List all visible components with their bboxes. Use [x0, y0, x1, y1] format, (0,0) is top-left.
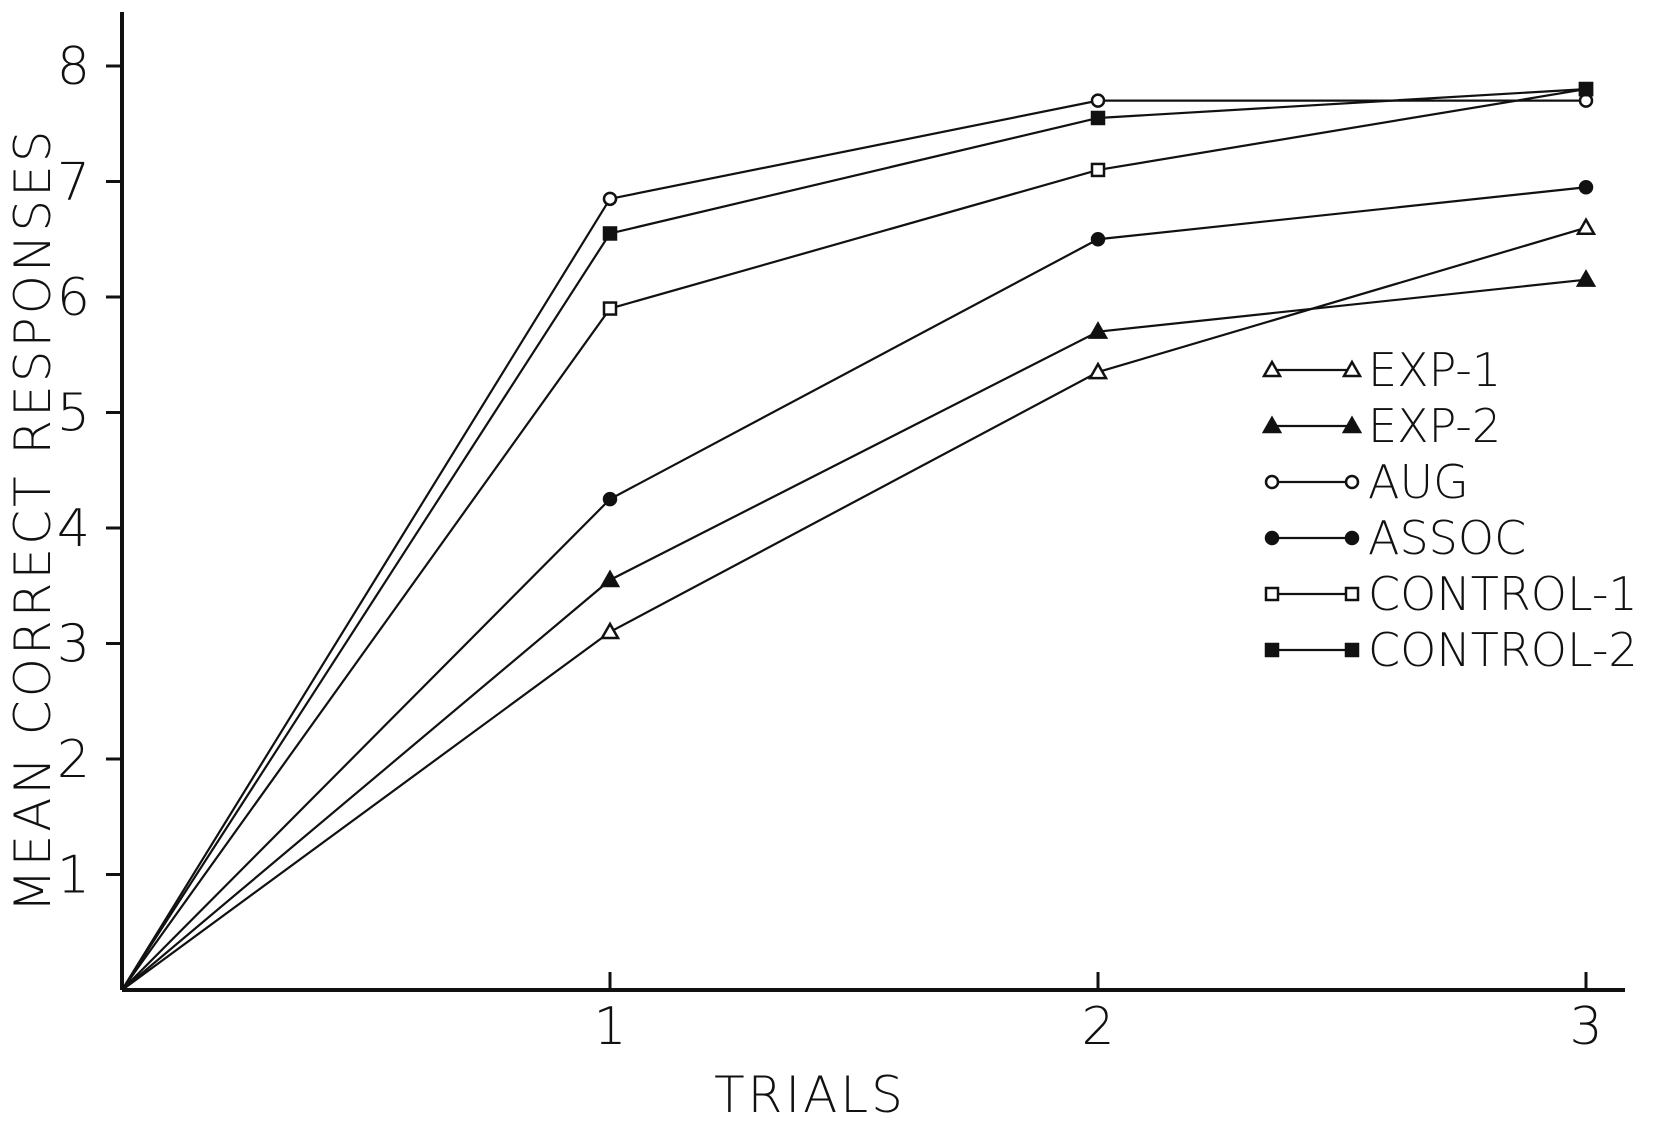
series-line-aug	[121, 99, 1586, 991]
x-tick-label-2: 2	[1081, 997, 1114, 1057]
legend-item-assoc: ASSOC	[1264, 511, 1526, 565]
legend-marker-start-exp-2	[1261, 415, 1283, 434]
series-line-exp-1	[121, 226, 1587, 991]
x-ticks: 1 2 3	[593, 972, 1603, 1057]
series-line-exp-2	[121, 278, 1587, 991]
point-control-2-trial-1	[602, 226, 618, 241]
point-assoc-trial-1	[602, 491, 618, 507]
point-exp-2-trial-3	[1575, 269, 1597, 287]
legend-marker-end-control-1	[1344, 586, 1360, 602]
legend-label-exp-1: EXP-1	[1368, 343, 1501, 397]
legend-item-control-1: CONTROL-1	[1264, 567, 1638, 621]
legend-label-control-2: CONTROL-2	[1368, 623, 1638, 677]
point-aug-trial-2	[1090, 93, 1106, 108]
point-aug-trial-1	[602, 191, 618, 207]
legend-item-control-2: CONTROL-2	[1264, 623, 1638, 677]
y-tick-label-7: 7	[57, 153, 90, 213]
legend-label-assoc: ASSOC	[1368, 511, 1526, 565]
series-exp-2	[121, 269, 1597, 991]
point-exp-2-trial-2	[1087, 321, 1109, 339]
y-tick-label-4: 4	[57, 499, 90, 559]
x-axis-title: TRIALS	[714, 1066, 906, 1122]
series-exp-1	[121, 217, 1597, 991]
legend-marker-end-aug	[1344, 474, 1360, 490]
legend-marker-end-exp-1	[1341, 359, 1363, 378]
legend-label-control-1: CONTROL-1	[1368, 567, 1638, 621]
point-assoc-trial-3	[1578, 180, 1594, 195]
y-ticks: 1 2 3 4 5 6 7 8	[57, 37, 122, 906]
legend-marker-start-aug	[1264, 474, 1280, 490]
point-exp-1-trial-3	[1575, 217, 1597, 235]
point-control-2-trial-2	[1090, 110, 1106, 126]
axes	[120, 12, 1625, 992]
series-group	[121, 81, 1597, 991]
series-line-control-2	[121, 88, 1587, 991]
series-assoc	[121, 180, 1594, 991]
x-tick-label-3: 3	[1569, 997, 1602, 1057]
legend-label-aug: AUG	[1368, 455, 1469, 509]
legend-marker-start-exp-1	[1261, 359, 1283, 378]
y-tick-label-1: 1	[57, 846, 90, 906]
legend-marker-start-control-2	[1264, 642, 1280, 658]
legend-item-aug: AUG	[1264, 455, 1469, 509]
point-control-2-trial-3	[1578, 81, 1594, 97]
y-tick-label-8: 8	[57, 37, 90, 97]
point-control-1-trial-1	[602, 301, 618, 316]
x-tick-label-1: 1	[593, 997, 626, 1057]
legend-marker-start-assoc	[1264, 530, 1280, 546]
y-tick-label-2: 2	[57, 730, 90, 790]
legend-marker-start-control-1	[1264, 586, 1280, 602]
legend-marker-end-control-2	[1344, 642, 1360, 658]
point-aug-trial-3	[1578, 93, 1594, 108]
y-tick-label-3: 3	[57, 615, 90, 675]
y-tick-label-6: 6	[57, 268, 90, 328]
series-aug	[121, 93, 1594, 991]
legend-label-exp-2: EXP-2	[1368, 399, 1501, 453]
legend-item-exp-1: EXP-1	[1261, 343, 1501, 397]
point-exp-1-trial-2	[1087, 361, 1109, 380]
legend-marker-end-exp-2	[1341, 415, 1363, 434]
legend-marker-end-assoc	[1344, 530, 1360, 546]
point-control-1-trial-2	[1090, 162, 1106, 178]
series-control-2	[121, 81, 1594, 991]
legend-item-exp-2: EXP-2	[1261, 399, 1501, 453]
y-tick-label-5: 5	[57, 384, 90, 444]
series-line-control-1	[121, 88, 1587, 991]
point-exp-2-trial-1	[599, 569, 621, 588]
point-exp-1-trial-1	[599, 621, 621, 640]
point-assoc-trial-2	[1090, 232, 1106, 247]
y-axis-title: MEAN CORRECT RESPONSES	[4, 128, 62, 913]
series-line-assoc	[121, 186, 1587, 991]
